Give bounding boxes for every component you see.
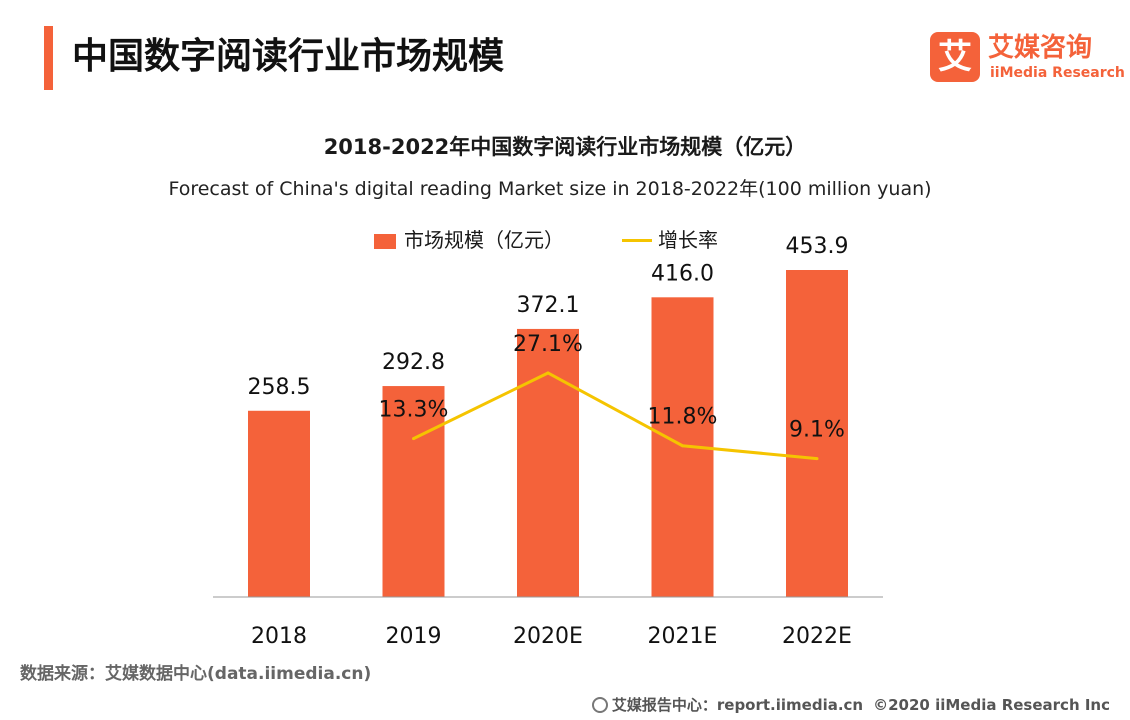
report-center-icon — [591, 697, 608, 713]
legend-bar-swatch — [374, 234, 396, 249]
x-tick-label-2020E: 2020E — [513, 624, 583, 649]
bar-value-label-2019: 292.8 — [382, 350, 445, 375]
data-source: 数据来源：艾媒数据中心(data.iimedia.cn) — [20, 664, 372, 684]
bar-2022E — [786, 270, 848, 597]
legend-label-growth-rate: 增长率 — [658, 228, 718, 252]
chart-subtitle: Forecast of China's digital reading Mark… — [168, 178, 932, 200]
bar-value-label-2020E: 372.1 — [517, 293, 580, 318]
title-accent-bar — [44, 26, 53, 90]
bar-2018 — [248, 410, 310, 597]
report-center-link[interactable]: 艾媒报告中心：report.iimedia.cn — [611, 696, 864, 714]
growth-point-2019 — [412, 437, 415, 441]
iimedia-logo-mark-icon: 艾 — [930, 32, 980, 82]
bar-2020E — [517, 328, 579, 597]
copyright: ©2020 iiMedia Research Inc — [873, 696, 1110, 714]
x-tick-label-2019: 2019 — [386, 624, 442, 649]
footer-credits: 艾媒报告中心：report.iimedia.cn ©2020 iiMedia Re… — [591, 694, 1120, 716]
growth-point-2021E — [681, 444, 684, 448]
growth-value-label-2019: 13.3% — [379, 398, 449, 423]
bar-value-label-2021E: 416.0 — [651, 261, 714, 286]
bar-value-label-2018: 258.5 — [248, 375, 311, 400]
page-title: 中国数字阅读行业市场规模 — [72, 36, 505, 77]
x-tick-label-2022E: 2022E — [782, 624, 852, 649]
legend-label-market-size: 市场规模（亿元） — [404, 228, 564, 252]
growth-value-label-2020E: 27.1% — [513, 332, 583, 357]
x-tick-label-2021E: 2021E — [648, 624, 718, 649]
bar-value-label-2022E: 453.9 — [786, 234, 849, 259]
growth-point-2022E — [815, 457, 819, 461]
bar-2019 — [382, 386, 445, 597]
growth-value-label-2021E: 11.8% — [648, 405, 718, 430]
growth-value-label-2022E: 9.1% — [789, 418, 845, 443]
growth-rate-line — [412, 371, 818, 461]
chart-title: 2018-2022年中国数字阅读行业市场规模（亿元） — [323, 135, 807, 159]
logo-name: 艾媒咨询 — [988, 33, 1093, 63]
iimedia-logo: 艾 艾媒咨询 iiMedia Research — [930, 32, 1125, 84]
x-tick-label-2018: 2018 — [251, 624, 307, 649]
logo-subtitle: iiMedia Research — [990, 65, 1125, 81]
legend-line-swatch — [622, 239, 652, 242]
growth-point-2020E — [546, 371, 550, 375]
